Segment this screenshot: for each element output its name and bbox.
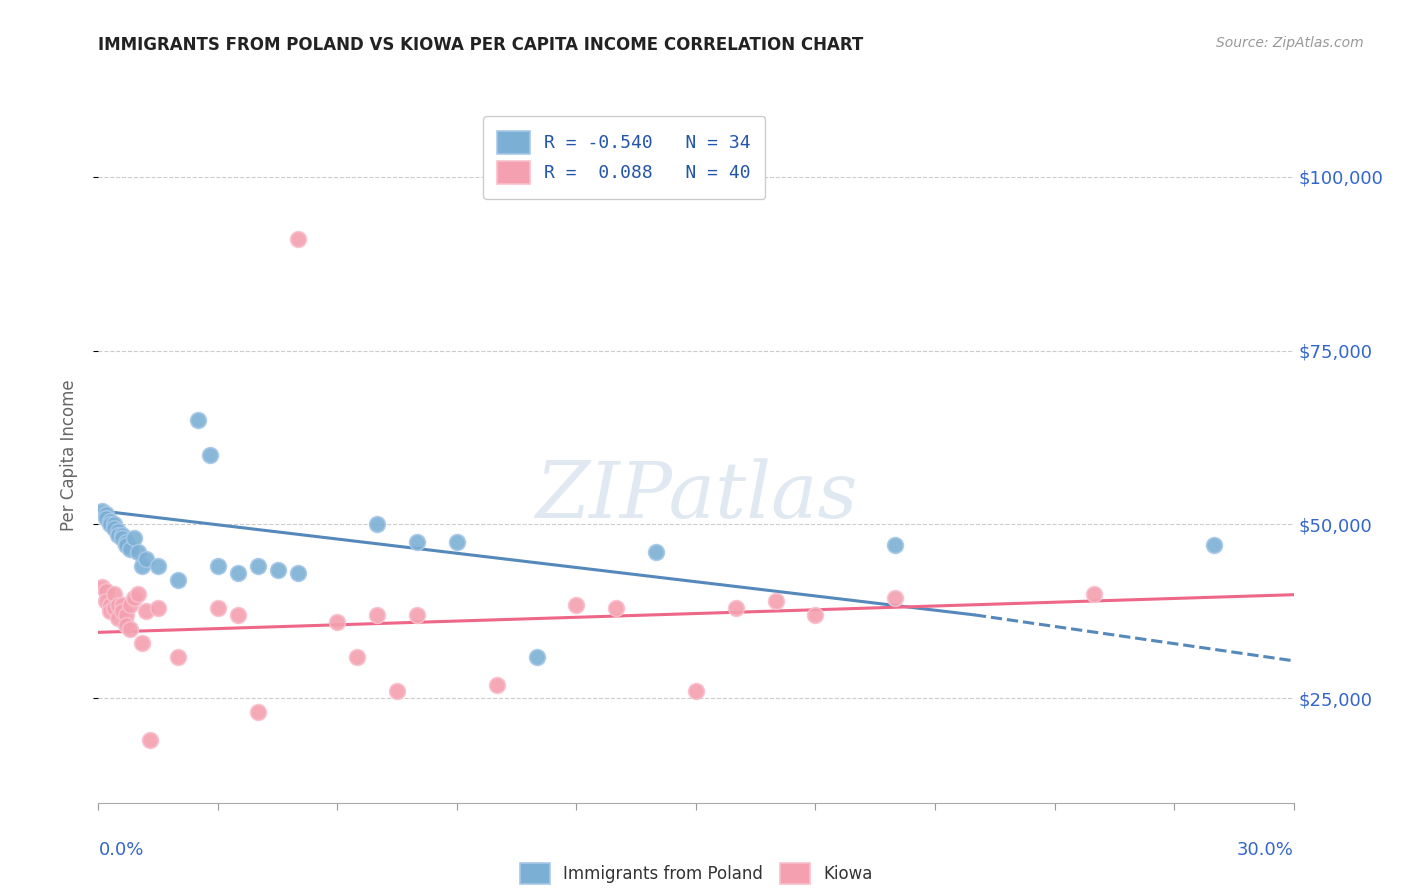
Text: 30.0%: 30.0% (1237, 841, 1294, 859)
Point (565, 598, 588, 612)
Text: 0.0%: 0.0% (98, 841, 143, 859)
Point (884, 538, 907, 552)
Point (96, 510, 118, 524)
Point (287, 566, 309, 581)
Point (115, 618, 138, 632)
Point (127, 587, 149, 601)
Point (346, 649, 368, 664)
Point (124, 591, 146, 605)
Point (100, 605, 122, 619)
Point (120, 541, 142, 556)
Point (100, 517, 122, 532)
Point (96, 507, 118, 521)
Point (135, 552, 157, 566)
Point (103, 517, 125, 532)
Point (111, 528, 134, 542)
Point (111, 605, 134, 619)
Text: Source: ZipAtlas.com: Source: ZipAtlas.com (1216, 36, 1364, 50)
Point (884, 591, 907, 605)
Point (107, 524, 129, 539)
Point (267, 563, 290, 577)
Point (246, 706, 269, 720)
Point (645, 545, 668, 559)
Point (406, 607, 429, 622)
Point (246, 559, 269, 574)
Point (167, 573, 190, 587)
Point (148, 601, 170, 615)
Point (207, 559, 229, 574)
Point (526, 649, 548, 664)
Point (100, 514, 122, 528)
Point (107, 598, 129, 612)
Point (124, 532, 146, 546)
Text: IMMIGRANTS FROM POLAND VS KIOWA PER CAPITA INCOME CORRELATION CHART: IMMIGRANTS FROM POLAND VS KIOWA PER CAPI… (98, 36, 863, 54)
Point (127, 545, 149, 559)
Point (148, 559, 170, 574)
Point (100, 598, 122, 612)
Point (111, 532, 134, 546)
Point (115, 534, 138, 549)
Point (103, 521, 125, 535)
Point (115, 607, 138, 622)
Point (91, 503, 114, 517)
Point (107, 528, 129, 542)
Point (605, 601, 627, 615)
Point (111, 598, 134, 612)
Point (107, 611, 129, 625)
Point (287, 232, 309, 246)
Point (765, 594, 787, 608)
Point (96, 583, 118, 598)
Point (685, 684, 707, 698)
Point (207, 601, 229, 615)
Point (96, 594, 118, 608)
Point (103, 601, 125, 615)
Point (120, 598, 142, 612)
Point (167, 649, 190, 664)
Point (724, 601, 747, 615)
Point (91, 580, 114, 594)
Point (139, 733, 162, 747)
Point (326, 615, 349, 629)
Point (1083, 587, 1105, 601)
Point (226, 607, 249, 622)
Point (406, 534, 429, 549)
Point (804, 607, 827, 622)
Point (446, 534, 468, 549)
Point (131, 559, 153, 574)
Point (1202, 538, 1225, 552)
Point (226, 566, 249, 581)
Point (366, 517, 388, 532)
Legend: Immigrants from Poland, Kiowa: Immigrants from Poland, Kiowa (510, 853, 882, 892)
Point (115, 538, 138, 552)
Point (120, 622, 142, 636)
Point (198, 448, 221, 462)
Point (131, 636, 153, 650)
Text: ZIPatlas: ZIPatlas (534, 458, 858, 535)
Y-axis label: Per Capita Income: Per Capita Income (59, 379, 77, 531)
Point (385, 684, 409, 698)
Point (187, 413, 209, 427)
Point (366, 607, 388, 622)
Point (485, 677, 508, 691)
Point (103, 587, 125, 601)
Point (135, 605, 157, 619)
